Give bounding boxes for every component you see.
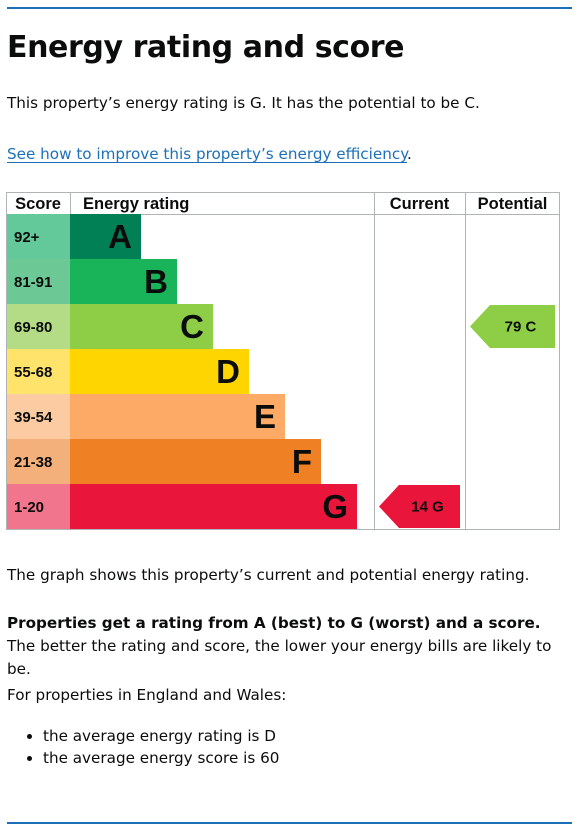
chart-frame [6, 192, 560, 530]
rating-letter: B [144, 263, 168, 300]
energy-rating-chart: Score Energy rating Current Potential 92+ A 81… [6, 192, 560, 530]
rating-bar-d [70, 349, 249, 394]
score-range-cell [7, 439, 70, 484]
score-range-cell [7, 214, 70, 259]
rating-letter: E [254, 398, 276, 435]
score-range-cell [7, 304, 70, 349]
rating-letter: G [322, 488, 348, 525]
averages-list: the average energy rating is D the avera… [7, 725, 279, 769]
score-range-cell [7, 394, 70, 439]
list-item: the average energy rating is D [43, 725, 279, 747]
current-rating-label: 14 G [411, 499, 444, 516]
page-title: Energy rating and score [7, 30, 405, 65]
rating-letter: C [180, 308, 204, 345]
score-range-label: 1-20 [14, 499, 44, 516]
score-range-label: 55-68 [14, 364, 52, 381]
header-score: Score [15, 195, 61, 213]
improve-paragraph: See how to improve this property’s energ… [7, 143, 412, 166]
header-potential: Potential [478, 195, 548, 213]
score-range-label: 69-80 [14, 319, 52, 336]
rating-letter: A [108, 218, 132, 255]
ratings-explanation-rest: The better the rating and score, the low… [7, 637, 552, 678]
potential-rating-label: 79 C [505, 319, 537, 336]
list-item: the average energy score is 60 [43, 747, 279, 769]
ratings-explanation-bold: Properties get a rating from A (best) to… [7, 614, 541, 632]
bottom-divider [7, 822, 572, 824]
top-divider [7, 7, 572, 9]
rating-bar-e [70, 394, 285, 439]
score-range-label: 81-91 [14, 274, 52, 291]
link-suffix: . [407, 145, 412, 163]
graph-caption: The graph shows this property’s current … [7, 566, 530, 584]
header-current: Current [390, 195, 450, 213]
rating-bar-g [70, 484, 357, 529]
score-range-cell [7, 349, 70, 394]
header-energy-rating: Energy rating [83, 195, 189, 213]
score-range-cell [7, 484, 70, 529]
potential-rating-arrow [470, 305, 555, 348]
rating-summary: This property’s energy rating is G. It h… [7, 94, 480, 112]
rating-bar-a [70, 214, 141, 259]
improve-efficiency-link[interactable]: See how to improve this property’s energ… [7, 145, 408, 163]
score-range-label: 92+ [14, 229, 40, 246]
ratings-explanation: Properties get a rating from A (best) to… [7, 612, 567, 681]
score-range-label: 39-54 [14, 409, 53, 426]
rating-letter: D [216, 353, 240, 390]
score-range-cell [7, 259, 70, 304]
regional-intro: For properties in England and Wales: [7, 686, 287, 704]
current-rating-arrow [379, 485, 460, 528]
score-range-label: 21-38 [14, 454, 52, 471]
rating-bar-c [70, 304, 213, 349]
rating-letter: F [292, 443, 312, 480]
rating-bar-f [70, 439, 321, 484]
rating-bar-b [70, 259, 177, 304]
